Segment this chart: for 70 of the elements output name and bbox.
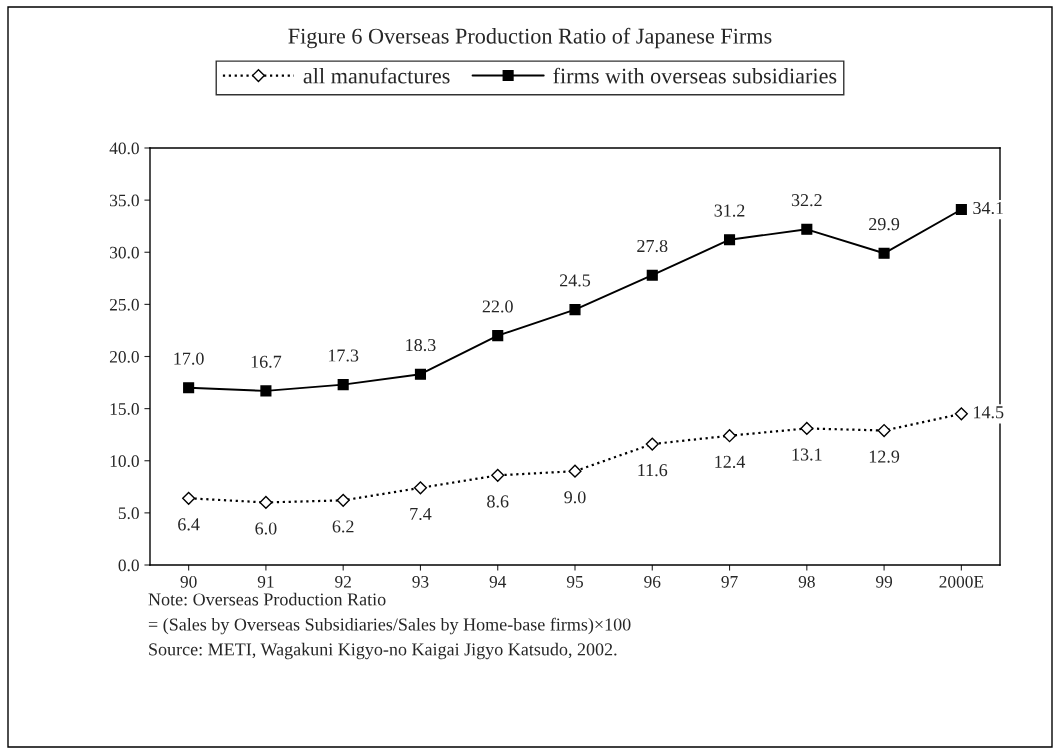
point bbox=[878, 247, 890, 259]
point bbox=[645, 437, 659, 451]
data-label: 16.7 bbox=[251, 355, 282, 368]
point bbox=[182, 491, 196, 505]
data-label: 8.6 bbox=[487, 495, 509, 508]
data-label: 11.6 bbox=[638, 464, 668, 477]
data-label: 6.4 bbox=[178, 518, 200, 531]
point bbox=[183, 382, 195, 394]
y-tick-label: 0.0 bbox=[118, 559, 139, 572]
y-tick-label: 20.0 bbox=[109, 350, 139, 363]
text: = (Sales by Overseas Subsidiaries/Sales by Home-base firms)×100 bbox=[148, 617, 631, 635]
point bbox=[877, 423, 891, 438]
point bbox=[259, 495, 273, 510]
y-tick-label: 40.0 bbox=[109, 142, 139, 155]
point bbox=[260, 385, 272, 397]
point bbox=[336, 493, 350, 507]
x-tick-label: 94 bbox=[489, 575, 507, 588]
data-label: 17.0 bbox=[174, 352, 204, 365]
point bbox=[955, 203, 967, 216]
point bbox=[954, 407, 968, 421]
point bbox=[801, 223, 813, 235]
legend-label: firms with overseas subsidiaries bbox=[553, 67, 837, 84]
data-label: 13.1 bbox=[792, 448, 822, 461]
data-label: 32.2 bbox=[791, 194, 822, 207]
legend-label: all manufactures bbox=[303, 67, 450, 84]
data-label: 12.9 bbox=[869, 450, 900, 463]
x-tick-label: 99 bbox=[875, 575, 893, 588]
x-tick-label: 92 bbox=[335, 575, 351, 588]
text: Note: Overseas Production Ratio bbox=[148, 592, 386, 606]
point bbox=[337, 379, 349, 391]
data-label: 6.2 bbox=[332, 520, 354, 533]
x-tick-label: 90 bbox=[180, 575, 197, 588]
point bbox=[722, 429, 737, 443]
data-label: 34.1 bbox=[973, 201, 1003, 215]
point bbox=[723, 234, 736, 246]
data-label: 29.9 bbox=[869, 218, 900, 231]
data-label: 22.0 bbox=[482, 300, 513, 313]
x-tick-label: 96 bbox=[644, 575, 661, 588]
x-tick-label: 91 bbox=[257, 575, 274, 588]
y-tick-label: 30.0 bbox=[110, 246, 139, 259]
data-label: 6.0 bbox=[255, 522, 277, 535]
point bbox=[646, 269, 658, 281]
y-tick-label: 15.0 bbox=[110, 403, 139, 415]
point bbox=[492, 330, 504, 342]
data-label: 14.5 bbox=[974, 406, 1004, 419]
x-tick-label: 97 bbox=[721, 575, 738, 588]
point bbox=[569, 304, 581, 316]
point bbox=[413, 481, 428, 495]
y-tick-label: 25.0 bbox=[109, 298, 139, 311]
x-tick-label: 93 bbox=[412, 575, 429, 588]
data-label: 31.2 bbox=[714, 204, 745, 217]
x-tick-label: 2000E bbox=[939, 575, 984, 588]
point bbox=[800, 421, 814, 436]
data-label: 17.3 bbox=[328, 349, 359, 362]
x-tick-label: 98 bbox=[798, 575, 815, 588]
x-tick-label: 95 bbox=[566, 575, 583, 588]
data-label: 9.0 bbox=[564, 491, 586, 504]
data-label: 7.4 bbox=[410, 507, 432, 521]
point bbox=[568, 464, 582, 478]
y-tick-label: 10.0 bbox=[110, 455, 139, 468]
source-note: Source: METI, Wagakuni Kigyo-no Kaigai Jigyo Katsudo, 2002. bbox=[149, 642, 617, 660]
data-label: 27.8 bbox=[637, 239, 668, 253]
y-tick-label: 35.0 bbox=[110, 194, 139, 207]
point bbox=[491, 468, 505, 482]
y-tick-label: 5.0 bbox=[118, 507, 139, 520]
data-label: 12.4 bbox=[715, 455, 746, 468]
point bbox=[414, 368, 427, 380]
data-label: 24.5 bbox=[559, 274, 591, 287]
chart-title: Figure 6 Overseas Production Ratio of Japanese Firms bbox=[288, 27, 772, 49]
data-label: 18.3 bbox=[406, 338, 436, 352]
